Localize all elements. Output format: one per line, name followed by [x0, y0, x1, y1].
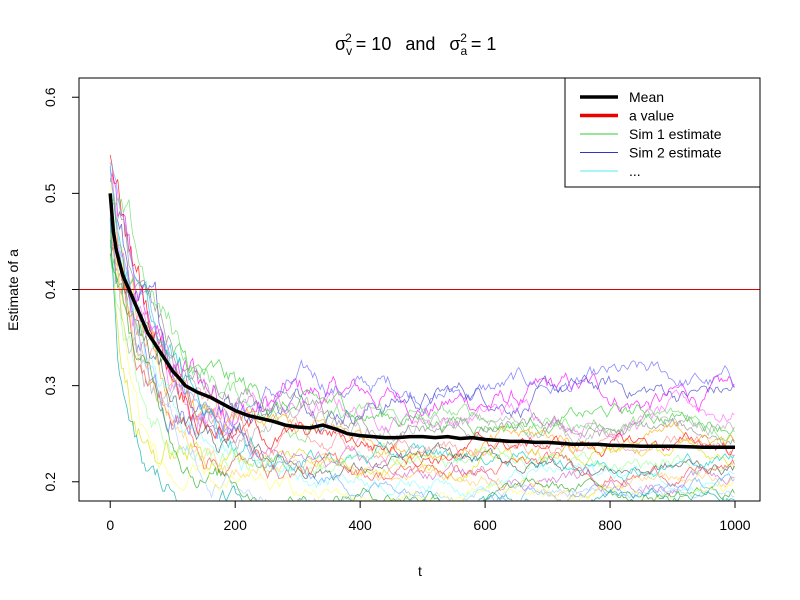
legend: Mean a value Sim 1 estimate Sim 2 estimate.…: [564, 77, 761, 188]
title-left-value: = 10: [356, 34, 392, 54]
sim-series-line: [109, 213, 735, 450]
sim-series-line: [109, 235, 735, 482]
title-left-symbol: σ: [335, 34, 346, 54]
x-axis-label: t: [418, 563, 422, 579]
sim-series-line: [109, 165, 735, 434]
x-tick-label: 0: [106, 517, 114, 533]
y-tick-label: 0.2: [42, 472, 58, 492]
sim-series-line: [109, 219, 735, 440]
sim-series-line: [109, 217, 735, 501]
title-left-sub: v: [346, 44, 352, 58]
sim-series-line: [109, 196, 735, 443]
sim-series-line: [110, 217, 735, 462]
x-tick-label: 800: [598, 517, 622, 533]
mean-series-line: [108, 193, 735, 449]
y-tick-label: 0.6: [42, 87, 58, 107]
title-left-sup: 2: [345, 31, 352, 45]
x-tick-label: 200: [224, 517, 248, 533]
sim-series-line: [109, 222, 735, 497]
sim-series-line: [109, 230, 735, 476]
y-tick-label: 0.5: [42, 183, 58, 203]
sim-series-line: [109, 239, 735, 501]
title-right-sub: a: [461, 44, 468, 58]
y-tick-label: 0.4: [42, 280, 58, 300]
sim-series-line: [109, 161, 735, 501]
x-tick-label: 400: [348, 517, 372, 533]
y-tick-label: 0.3: [42, 376, 58, 396]
sim-series-line: [109, 169, 735, 482]
y-axis-label: Estimate of a: [5, 249, 21, 331]
legend-label: a value: [629, 108, 674, 124]
sim-series-line: [109, 193, 735, 498]
sim-series-line: [109, 229, 735, 499]
title-right-value: = 1: [471, 34, 497, 54]
legend-label: Sim 1 estimate: [629, 126, 722, 142]
legend-label: Sim 2 estimate: [629, 145, 722, 161]
chart-title: σv2 = 10 and σa2 = 1: [335, 31, 496, 58]
title-right-symbol: σ: [449, 34, 460, 54]
sim-series-line: [109, 154, 735, 468]
sim-series-line: [109, 178, 735, 461]
x-tick-label: 600: [473, 517, 497, 533]
sim-series-line: [109, 246, 735, 488]
sim-series-line: [109, 194, 735, 451]
mean-line-layer: [108, 193, 735, 449]
sim-series-line: [109, 171, 735, 440]
legend-label: Mean: [629, 89, 664, 105]
x-tick-label: 1000: [719, 517, 750, 533]
title-joiner: and: [405, 34, 435, 54]
y-axis: 0.2 0.3 0.4 0.5 0.6: [42, 87, 80, 492]
title-right-sup: 2: [460, 31, 467, 45]
simulation-lines: [109, 154, 735, 501]
legend-label: ...: [629, 163, 641, 179]
x-axis: 0 200 400 600 800 1000: [106, 500, 751, 533]
